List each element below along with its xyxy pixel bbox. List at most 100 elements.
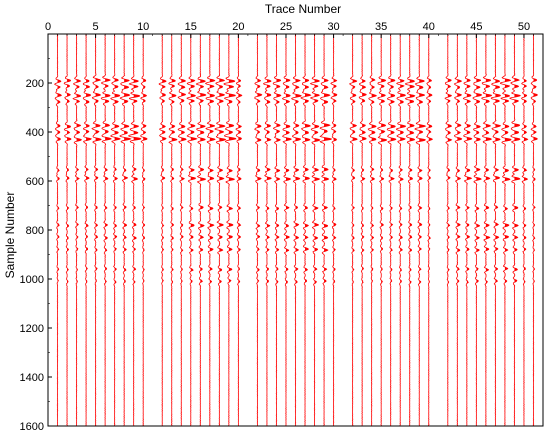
trace-15-fill: [190, 34, 197, 426]
trace-47-fill: [495, 34, 501, 426]
x-tick-label-35: 35: [375, 21, 387, 33]
y-tick-label-1200: 1200: [20, 323, 44, 335]
y-tick-label-1600: 1600: [20, 421, 44, 433]
trace-49-wiggle: [509, 33, 522, 427]
trace-26-wiggle: [291, 33, 302, 427]
trace-5-wiggle: [91, 33, 102, 427]
trace-48-fill: [504, 34, 511, 426]
trace-40-fill: [428, 34, 433, 426]
trace-4-fill: [86, 34, 92, 426]
trace-25-wiggle: [281, 33, 292, 427]
trace-37-fill: [400, 34, 406, 426]
x-tick-label-25: 25: [280, 21, 292, 33]
trace-27-fill: [305, 34, 311, 426]
trace-32-fill: [352, 34, 358, 426]
trace-37-wiggle: [395, 33, 407, 427]
y-tick-label-1000: 1000: [20, 274, 44, 286]
trace-33-fill: [362, 34, 367, 426]
trace-4-wiggle: [82, 33, 92, 427]
x-tick-label-15: 15: [185, 21, 197, 33]
trace-23-wiggle: [263, 33, 272, 427]
trace-14-wiggle: [177, 33, 187, 427]
trace-19-wiggle: [223, 33, 237, 427]
trace-50-wiggle: [520, 33, 529, 427]
y-tick-label-1400: 1400: [20, 372, 44, 384]
trace-1-wiggle: [54, 33, 62, 427]
trace-47-wiggle: [490, 33, 502, 427]
trace-2-fill: [67, 34, 71, 426]
trace-33-wiggle: [358, 33, 367, 427]
trace-19-fill: [228, 34, 236, 426]
y-tick-label-800: 800: [26, 225, 44, 237]
trace-16-fill: [200, 34, 206, 426]
trace-5-fill: [95, 34, 102, 426]
trace-38-wiggle: [404, 33, 416, 427]
trace-23-fill: [266, 34, 272, 426]
x-tick-label-45: 45: [470, 21, 482, 33]
trace-12-wiggle: [158, 33, 167, 427]
trace-36-wiggle: [386, 33, 397, 427]
trace-7-wiggle: [110, 33, 121, 427]
trace-7-fill: [114, 34, 121, 426]
trace-28-wiggle: [309, 33, 321, 427]
trace-28-fill: [314, 34, 320, 426]
trace-25-fill: [285, 34, 292, 426]
trace-49-fill: [514, 34, 521, 426]
y-tick-label-200: 200: [26, 78, 44, 90]
trace-8-wiggle: [119, 33, 132, 427]
trace-9-wiggle: [127, 33, 142, 427]
trace-group: [54, 33, 538, 427]
trace-34-wiggle: [367, 33, 378, 427]
trace-8-fill: [124, 34, 131, 426]
x-tick-label-20: 20: [232, 21, 244, 33]
trace-30-fill: [333, 34, 337, 426]
trace-13-wiggle: [168, 33, 178, 427]
trace-44-fill: [466, 34, 472, 426]
trace-22-wiggle: [254, 33, 263, 427]
trace-24-wiggle: [272, 33, 282, 427]
x-tick-label-30: 30: [327, 21, 339, 33]
trace-38-fill: [409, 34, 415, 426]
trace-14-fill: [181, 34, 187, 426]
trace-29-fill: [324, 34, 332, 426]
trace-34-fill: [371, 34, 377, 426]
trace-43-fill: [457, 34, 462, 426]
trace-43-wiggle: [453, 33, 463, 427]
trace-6-fill: [105, 34, 112, 426]
trace-24-fill: [276, 34, 281, 426]
x-tick-label-5: 5: [93, 21, 99, 33]
y-tick-label-400: 400: [26, 127, 44, 139]
trace-46-wiggle: [481, 33, 493, 427]
axes-group: 0 5 10 15 20 25 30 35 40 45 50 200 400 600 800 1000 1200…: [20, 21, 544, 433]
trace-17-fill: [209, 34, 215, 426]
trace-1-fill: [57, 34, 62, 426]
trace-35-wiggle: [377, 33, 388, 427]
trace-36-fill: [390, 34, 396, 426]
trace-26-fill: [295, 34, 302, 426]
trace-2-wiggle: [63, 33, 72, 427]
trace-6-wiggle: [100, 33, 112, 427]
x-tick-label-50: 50: [518, 21, 530, 33]
trace-51-wiggle: [530, 33, 538, 427]
trace-42-wiggle: [444, 33, 453, 427]
trace-17-wiggle: [204, 33, 216, 426]
trace-20-fill: [238, 34, 242, 426]
y-tick-label-600: 600: [26, 176, 44, 188]
trace-45-fill: [476, 34, 482, 426]
trace-22-fill: [257, 34, 262, 426]
trace-18-wiggle: [214, 33, 227, 427]
trace-35-fill: [381, 34, 387, 426]
x-tick-label-10: 10: [137, 21, 149, 33]
trace-13-fill: [171, 34, 177, 426]
x-axis-label: Trace Number: [265, 2, 341, 16]
trace-3-fill: [76, 34, 82, 426]
trace-9-fill: [133, 34, 141, 426]
trace-10-fill: [143, 34, 148, 426]
trace-39-wiggle: [414, 34, 427, 427]
trace-18-fill: [219, 34, 226, 426]
trace-40-wiggle: [425, 33, 433, 427]
trace-39-fill: [419, 34, 426, 426]
trace-42-fill: [447, 34, 452, 426]
trace-51-fill: [533, 34, 538, 426]
